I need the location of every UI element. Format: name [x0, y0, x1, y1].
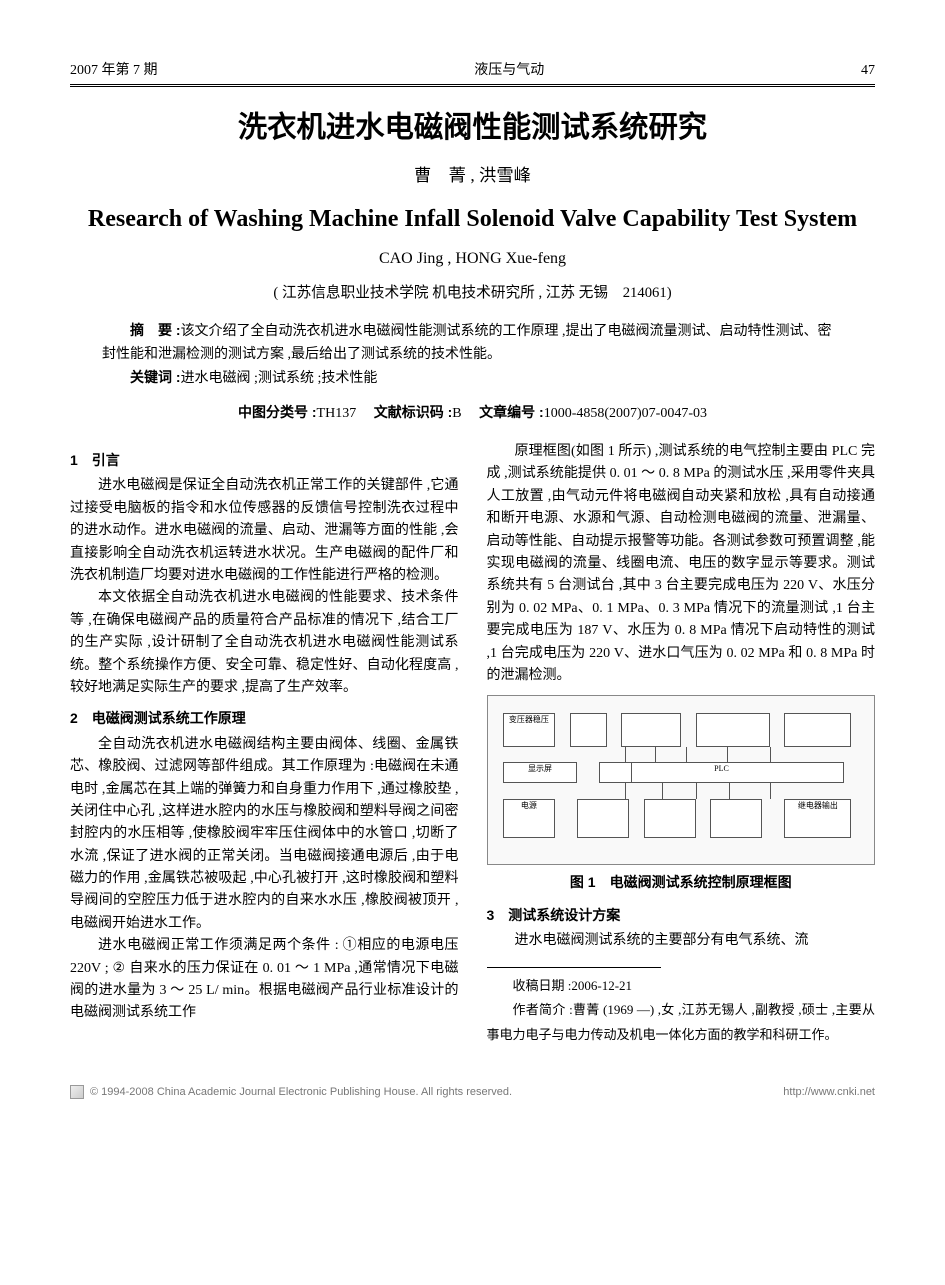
diagram-edge — [662, 783, 663, 798]
diagram-node — [696, 713, 770, 746]
clc-label: 中图分类号 : — [238, 404, 317, 420]
footer-copyright: © 1994-2008 China Academic Journal Elect… — [90, 1084, 512, 1102]
diagram-edge — [727, 747, 728, 762]
body-columns: 1 引言 进水电磁阀是保证全自动洗衣机正常工作的关键部件 ,它通过接受电脑板的指… — [70, 441, 875, 1048]
section-3-para-1: 进水电磁阀测试系统的主要部分有电气系统、流 — [487, 930, 876, 952]
section-3-heading: 3 测试系统设计方案 — [487, 904, 876, 926]
keywords-line: 关键词 :进水电磁阀 ;测试系统 ;技术性能 — [102, 366, 843, 390]
doccode-value: B — [452, 406, 461, 421]
received-date-line: 收稿日期 :2006-12-21 — [487, 974, 876, 999]
abstract-line: 摘 要 :该文介绍了全自动洗衣机进水电磁阀性能测试系统的工作原理 ,提出了电磁阀… — [102, 319, 843, 366]
abstract-block: 摘 要 :该文介绍了全自动洗衣机进水电磁阀性能测试系统的工作原理 ,提出了电磁阀… — [102, 319, 843, 390]
diagram-edge — [770, 783, 771, 798]
authors-en: CAO Jing , HONG Xue-feng — [70, 246, 875, 272]
figure-1-diagram: 变压器稳压显示屏 PLC 电源 继电器输出 — [496, 704, 867, 856]
diagram-edge — [729, 783, 730, 798]
affiliation: ( 江苏信息职业技术学院 机电技术研究所 , 江苏 无锡 214061) — [70, 282, 875, 305]
received-label: 收稿日期 : — [513, 978, 572, 993]
diagram-node — [644, 799, 696, 839]
section-2-para-2: 进水电磁阀正常工作须满足两个条件 : ①相应的电源电压 220V ; ② 自来水… — [70, 935, 459, 1025]
bio-label: 作者简介 : — [513, 1002, 573, 1017]
diagram-edge — [770, 747, 771, 762]
diagram-node — [577, 799, 629, 839]
diagram-node: 电源 — [503, 799, 555, 839]
right-col-para-1: 原理框图(如图 1 所示) ,测试系统的电气控制主要由 PLC 完成 ,测试系统… — [487, 441, 876, 687]
section-1-heading: 1 引言 — [70, 449, 459, 471]
received-value: 2006-12-21 — [571, 978, 632, 993]
section-1-para-2: 本文依据全自动洗衣机进水电磁阀的性能要求、技术条件等 ,在确保电磁阀产品的质量符… — [70, 587, 459, 699]
abstract-label: 摘 要 : — [130, 322, 181, 338]
diagram-edge — [686, 747, 687, 762]
figure-1-caption: 图 1 电磁阀测试系统控制原理框图 — [487, 871, 876, 893]
section-2-para-1: 全自动洗衣机进水电磁阀结构主要由阀体、线圈、金属铁芯、橡胶阀、过滤网等部件组成。… — [70, 734, 459, 936]
author-bio-line: 作者简介 :曹菁 (1969 —) ,女 ,江苏无锡人 ,副教授 ,硕士 ,主要… — [487, 998, 876, 1047]
cnki-icon — [70, 1085, 84, 1099]
section-1-para-1: 进水电磁阀是保证全自动洗衣机正常工作的关键部件 ,它通过接受电脑板的指令和水位传… — [70, 475, 459, 587]
header-center: 液压与气动 — [474, 60, 544, 82]
diagram-node — [784, 713, 851, 746]
figure-1-box: 变压器稳压显示屏 PLC 电源 继电器输出 — [487, 695, 876, 865]
diagram-edge — [655, 747, 656, 762]
clc-value: TH137 — [317, 406, 357, 421]
diagram-edge — [625, 747, 626, 762]
right-column: 原理框图(如图 1 所示) ,测试系统的电气控制主要由 PLC 完成 ,测试系统… — [487, 441, 876, 1048]
keywords-label: 关键词 : — [130, 369, 181, 385]
footnote-rule — [487, 967, 662, 968]
doccode-label: 文献标识码 : — [374, 404, 453, 420]
diagram-node — [621, 713, 680, 746]
diagram-node: PLC — [599, 762, 844, 783]
left-column: 1 引言 进水电磁阀是保证全自动洗衣机正常工作的关键部件 ,它通过接受电脑板的指… — [70, 441, 459, 1048]
articleid-label: 文章编号 : — [479, 404, 544, 420]
diagram-node: 显示屏 — [503, 762, 577, 783]
page-header: 2007 年第 7 期 液压与气动 47 — [70, 60, 875, 87]
header-right: 47 — [861, 60, 875, 82]
footnote-block: 收稿日期 :2006-12-21 作者简介 :曹菁 (1969 —) ,女 ,江… — [487, 974, 876, 1048]
keywords-text: 进水电磁阀 ;测试系统 ;技术性能 — [181, 371, 378, 386]
title-en: Research of Washing Machine Infall Solen… — [70, 200, 875, 238]
footer-left: © 1994-2008 China Academic Journal Elect… — [70, 1084, 512, 1102]
diagram-node: 变压器稳压 — [503, 713, 555, 746]
footer-url: http://www.cnki.net — [783, 1084, 875, 1102]
diagram-edge — [696, 783, 697, 798]
classification-line: 中图分类号 :TH137 文献标识码 :B 文章编号 :1000-4858(20… — [70, 401, 875, 425]
diagram-node — [570, 713, 607, 746]
diagram-node: 继电器输出 — [784, 799, 851, 839]
authors-cn: 曹 菁 , 洪雪峰 — [70, 162, 875, 190]
page-footer: © 1994-2008 China Academic Journal Elect… — [70, 1084, 875, 1102]
diagram-edge — [625, 783, 626, 798]
diagram-node — [710, 799, 762, 839]
abstract-text: 该文介绍了全自动洗衣机进水电磁阀性能测试系统的工作原理 ,提出了电磁阀流量测试、… — [102, 324, 832, 361]
articleid-value: 1000-4858(2007)07-0047-03 — [544, 406, 707, 421]
title-cn: 洗衣机进水电磁阀性能测试系统研究 — [70, 105, 875, 152]
diagram-edge — [631, 762, 632, 783]
section-2-heading: 2 电磁阀测试系统工作原理 — [70, 707, 459, 729]
header-left: 2007 年第 7 期 — [70, 60, 158, 82]
